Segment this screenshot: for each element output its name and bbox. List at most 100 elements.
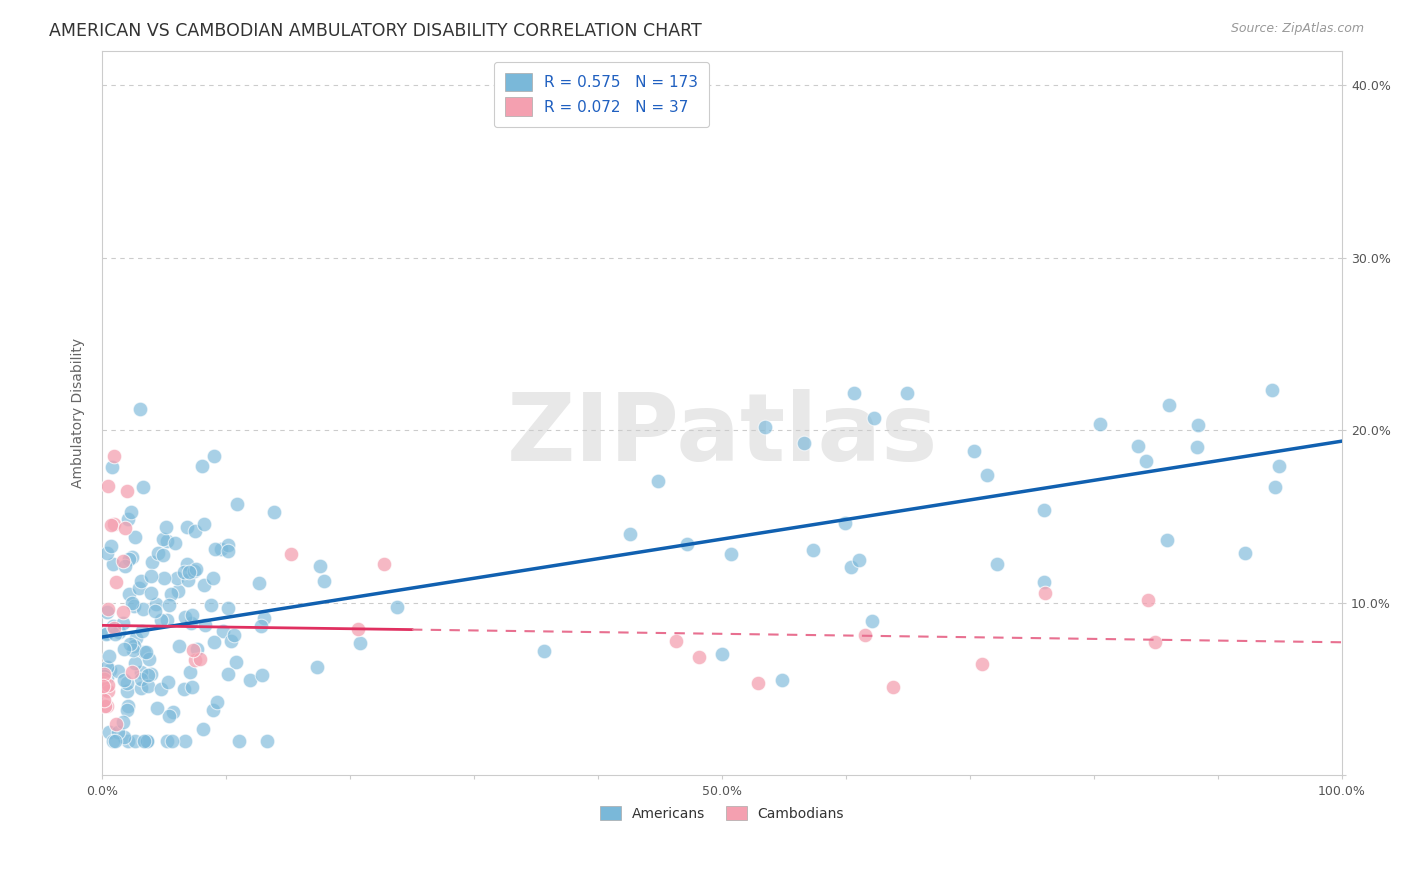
Point [848, 552, 870, 566]
Point [152, 548, 174, 562]
Point [118, 551, 141, 566]
Point [217, 544, 239, 558]
Point [103, 558, 125, 572]
Point [103, 449, 125, 463]
Point [100, 518, 122, 533]
Point [118, 637, 141, 651]
Point [129, 665, 152, 680]
Point [121, 596, 143, 610]
Point [107, 724, 129, 739]
Point [162, 705, 184, 719]
Point [202, 635, 225, 649]
Point [136, 678, 159, 692]
Point [121, 665, 143, 679]
Point [100, 539, 122, 553]
Point [124, 531, 146, 545]
Point [202, 703, 225, 717]
Point [770, 673, 793, 687]
Point [163, 535, 186, 549]
Point [112, 615, 135, 630]
Point [117, 698, 139, 713]
Point [132, 601, 155, 615]
Point [793, 435, 815, 450]
Text: ZIPatlas: ZIPatlas [506, 389, 938, 481]
Point [986, 558, 1008, 572]
Point [896, 386, 918, 401]
Point [239, 673, 262, 687]
Point [619, 526, 641, 541]
Point [98, 664, 121, 678]
Point [1135, 453, 1157, 467]
Point [200, 599, 222, 613]
Point [105, 716, 128, 731]
Point [134, 734, 156, 748]
Point [676, 537, 699, 551]
Point [155, 734, 177, 748]
Point [179, 665, 201, 680]
Point [131, 672, 153, 686]
Point [131, 624, 153, 638]
Point [117, 703, 139, 717]
Point [96, 625, 118, 640]
Point [103, 619, 125, 633]
Point [167, 640, 190, 654]
Point [117, 734, 139, 748]
Point [204, 541, 226, 556]
Point [754, 420, 776, 434]
Point [167, 584, 190, 599]
Point [155, 520, 177, 534]
Point [149, 613, 172, 627]
Point [217, 537, 239, 551]
Point [153, 571, 176, 585]
Point [93, 669, 115, 683]
Point [193, 578, 215, 592]
Point [115, 483, 138, 498]
Point [1143, 635, 1166, 649]
Point [347, 622, 370, 636]
Point [94, 627, 117, 641]
Point [134, 645, 156, 659]
Point [111, 714, 134, 729]
Point [94, 699, 117, 714]
Point [157, 709, 180, 723]
Point [309, 558, 332, 573]
Point [91, 679, 114, 693]
Point [1185, 440, 1208, 454]
Point [107, 624, 129, 639]
Point [107, 664, 129, 678]
Point [114, 559, 136, 574]
Point [834, 516, 856, 530]
Point [96, 546, 118, 560]
Point [103, 517, 125, 532]
Point [97, 602, 120, 616]
Point [160, 587, 183, 601]
Point [1157, 398, 1180, 412]
Point [112, 731, 135, 745]
Point [647, 475, 669, 489]
Point [129, 681, 152, 695]
Point [117, 676, 139, 690]
Point [193, 516, 215, 531]
Point [385, 600, 408, 615]
Point [349, 636, 371, 650]
Point [263, 505, 285, 519]
Point [247, 576, 270, 591]
Point [141, 666, 163, 681]
Point [173, 682, 195, 697]
Point [135, 734, 157, 748]
Point [114, 521, 136, 535]
Point [97, 683, 120, 698]
Point [186, 641, 208, 656]
Point [844, 386, 866, 401]
Point [91, 675, 114, 690]
Point [97, 479, 120, 493]
Point [112, 642, 135, 657]
Point [181, 642, 204, 657]
Point [157, 599, 180, 613]
Point [211, 624, 233, 639]
Point [138, 667, 160, 681]
Point [219, 634, 242, 648]
Point [176, 557, 198, 571]
Point [862, 614, 884, 628]
Point [93, 672, 115, 686]
